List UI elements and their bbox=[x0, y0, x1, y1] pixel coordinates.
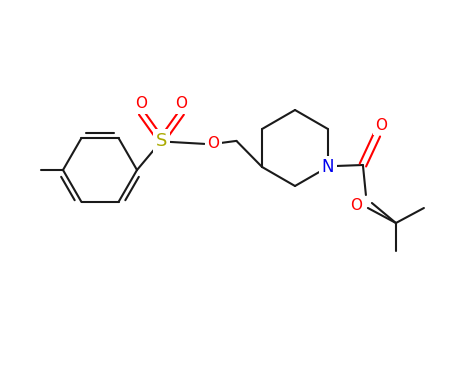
Text: S: S bbox=[156, 132, 167, 150]
Text: O: O bbox=[375, 118, 387, 132]
Text: O: O bbox=[350, 197, 362, 213]
Text: O: O bbox=[135, 96, 147, 111]
Text: O: O bbox=[208, 137, 219, 151]
Text: N: N bbox=[322, 158, 334, 176]
Text: O: O bbox=[175, 96, 188, 111]
